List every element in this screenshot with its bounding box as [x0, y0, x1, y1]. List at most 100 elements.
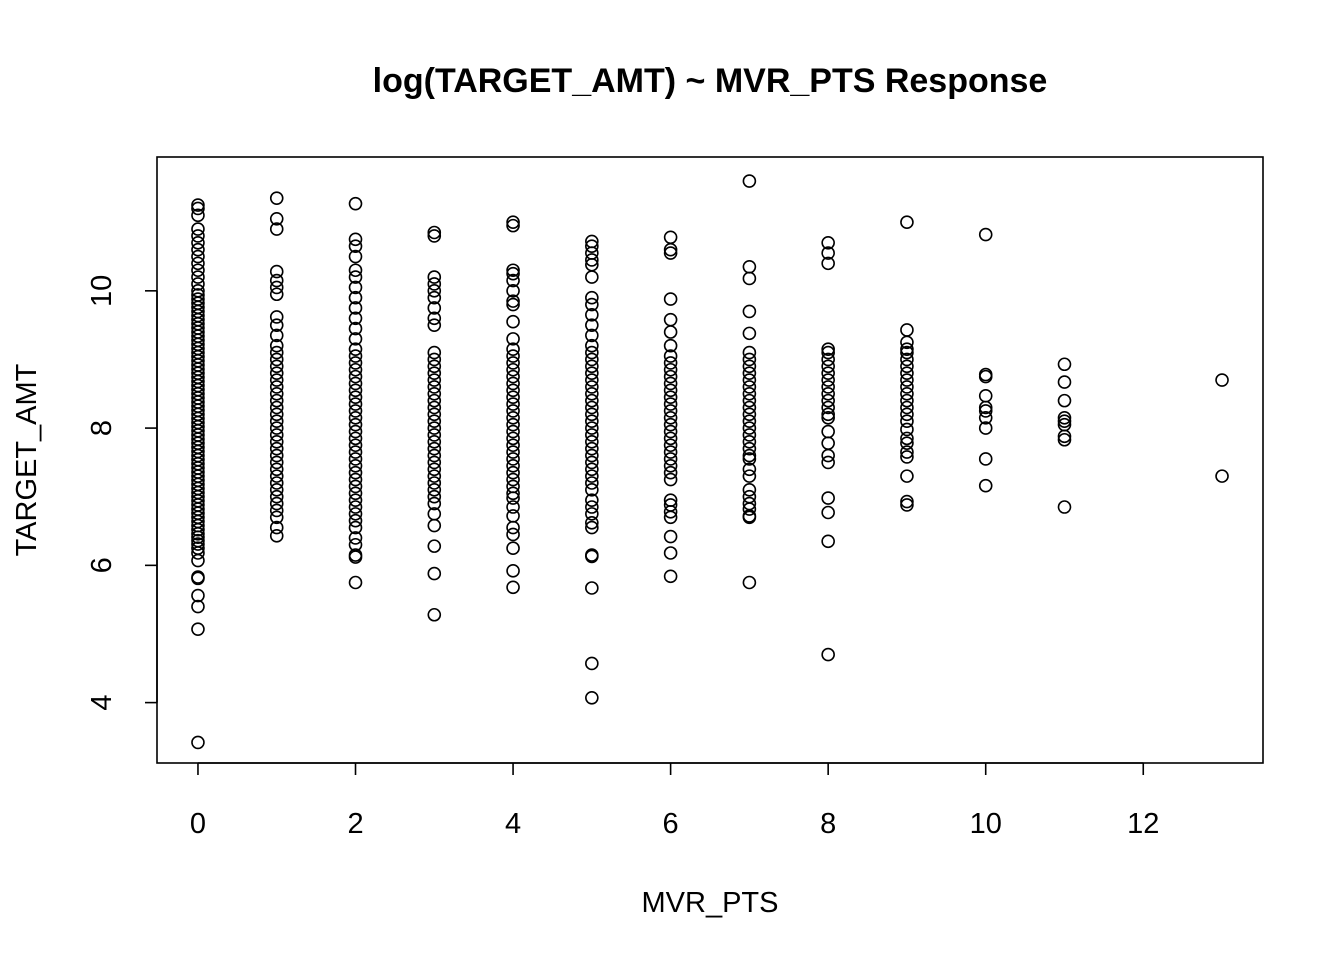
data-point: [506, 362, 520, 377]
data-point: [585, 483, 599, 497]
data-point: [742, 345, 757, 360]
data-point: [191, 198, 205, 212]
data-point: [427, 386, 442, 401]
data-point: [663, 338, 678, 353]
data-point: [191, 541, 205, 555]
data-point: [742, 400, 757, 415]
data-point: [663, 312, 678, 327]
data-point: [585, 493, 599, 507]
data-point: [269, 264, 284, 279]
data-point: [506, 452, 520, 466]
data-point: [348, 249, 363, 264]
data-point: [348, 537, 363, 552]
data-point: [663, 493, 678, 507]
data-point: [269, 441, 284, 456]
data-point: [269, 359, 284, 374]
data-point: [348, 513, 363, 528]
data-point: [821, 534, 835, 549]
data-point: [978, 410, 993, 425]
data-point: [1215, 373, 1229, 387]
data-point: [506, 266, 520, 281]
data-point: [269, 310, 284, 324]
data-point: [663, 349, 678, 363]
data-point: [348, 493, 363, 507]
data-point: [742, 352, 757, 367]
data-points: [191, 174, 1229, 750]
data-point: [585, 234, 599, 249]
data-point: [191, 201, 205, 216]
data-point: [585, 352, 599, 367]
data-point: [269, 421, 284, 435]
data-point: [427, 270, 442, 284]
data-point: [348, 531, 363, 545]
data-point: [427, 428, 442, 442]
data-point: [348, 362, 363, 377]
data-point: [742, 414, 757, 429]
data-point: [663, 452, 678, 466]
data-point: [900, 215, 914, 229]
data-point: [506, 383, 520, 398]
data-point: [585, 270, 599, 284]
data-point: [269, 273, 284, 288]
data-point: [900, 345, 914, 360]
data-point: [191, 263, 205, 278]
data-point: [506, 218, 520, 233]
data-point: [821, 359, 835, 374]
data-point: [821, 393, 835, 408]
data-point: [269, 462, 284, 477]
data-point: [269, 448, 284, 463]
data-point: [269, 380, 284, 394]
data-point: [269, 366, 284, 380]
data-point: [269, 373, 284, 387]
y-tick-label: 10: [86, 275, 118, 307]
data-point: [427, 448, 442, 463]
data-point: [427, 345, 442, 360]
data-point: [506, 349, 520, 363]
data-point: [663, 459, 678, 473]
data-point: [348, 472, 363, 487]
data-point: [663, 498, 678, 512]
data-point: [821, 386, 835, 401]
x-tick-label: 8: [820, 808, 836, 840]
data-point: [663, 397, 678, 411]
data-point: [585, 476, 599, 490]
data-point: [506, 424, 520, 439]
data-point: [821, 256, 835, 271]
data-point: [742, 469, 757, 483]
data-point: [427, 441, 442, 456]
data-point: [663, 410, 678, 425]
data-point: [900, 407, 914, 422]
data-point: [269, 469, 284, 483]
data-point: [506, 459, 520, 473]
data-point: [663, 546, 678, 560]
data-point: [585, 581, 599, 595]
data-point: [900, 366, 914, 380]
data-point: [742, 575, 757, 590]
data-point: [585, 414, 599, 429]
data-point: [663, 383, 678, 398]
data-point: [900, 436, 914, 450]
data-point: [742, 483, 757, 497]
data-point: [663, 292, 678, 306]
data-point: [506, 509, 520, 523]
data-point: [742, 435, 757, 449]
data-point: [742, 452, 757, 466]
data-point: [269, 435, 284, 449]
data-point: [191, 735, 205, 750]
data-point: [1057, 500, 1072, 514]
data-point: [742, 462, 757, 477]
chart-title: log(TARGET_AMT) ~ MVR_PTS Response: [373, 62, 1048, 100]
data-point: [506, 332, 520, 346]
data-point: [348, 356, 363, 370]
data-point: [191, 277, 205, 291]
data-point: [742, 260, 757, 274]
data-point: [742, 304, 757, 319]
data-point: [269, 211, 284, 226]
data-point: [663, 376, 678, 391]
data-point: [585, 548, 599, 562]
x-tick-label: 4: [505, 808, 521, 840]
data-point: [427, 483, 442, 497]
data-point: [506, 564, 520, 578]
data-point: [585, 345, 599, 360]
x-tick-label: 0: [190, 808, 206, 840]
